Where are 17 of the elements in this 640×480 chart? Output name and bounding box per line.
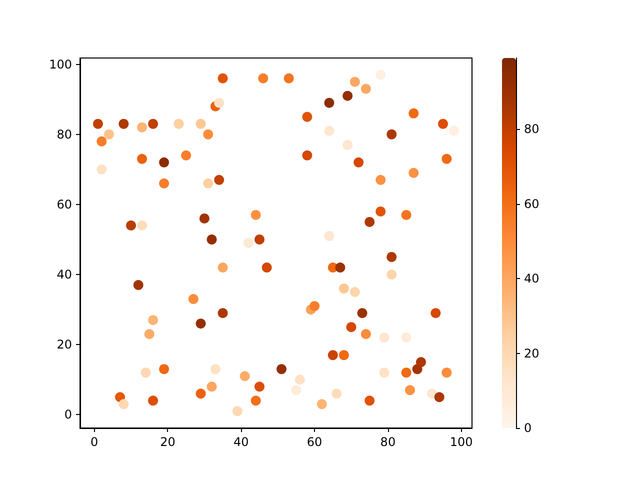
color-bar-label: 80 — [524, 122, 540, 136]
y-tick-label: 60 — [56, 197, 72, 212]
y-tick-label: 20 — [56, 338, 72, 352]
y-tick-label: 40 — [56, 268, 72, 282]
y-tick-label: 0 — [64, 408, 72, 422]
color-bar-label: 60 — [524, 196, 540, 211]
x-tick-label: 100 — [450, 435, 473, 449]
x-tick-label: 40 — [233, 435, 249, 449]
y-tick-label: 100 — [49, 57, 72, 72]
color-bar-label: 40 — [524, 272, 540, 286]
color-bar-label: 0 — [524, 421, 532, 435]
color-bar-label: 20 — [524, 346, 540, 360]
x-tick-label: 20 — [160, 435, 176, 449]
y-tick-label: 80 — [56, 127, 72, 142]
x-tick-label: 80 — [380, 435, 396, 449]
x-tick-label: 60 — [306, 435, 322, 449]
x-tick-label: 0 — [90, 435, 98, 449]
